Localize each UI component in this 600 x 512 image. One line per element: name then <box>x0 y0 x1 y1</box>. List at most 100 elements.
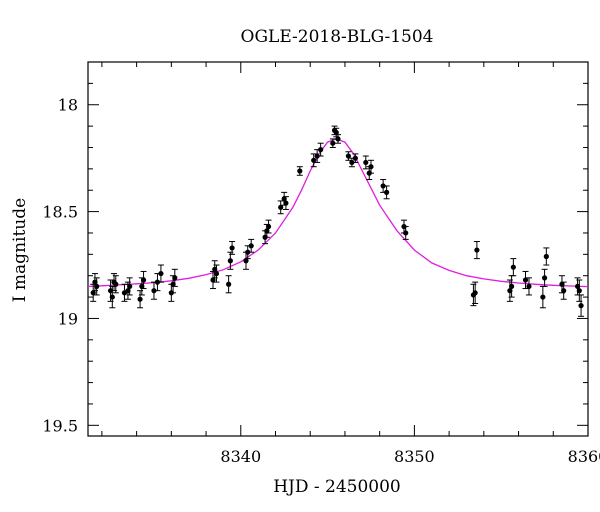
data-point <box>560 281 567 300</box>
data-marker <box>151 288 157 294</box>
data-marker <box>526 283 532 289</box>
data-marker <box>522 277 529 283</box>
data-point <box>508 275 515 298</box>
data-point <box>402 226 409 240</box>
model-layer <box>87 138 589 288</box>
data-marker <box>248 243 254 249</box>
data-marker <box>363 159 369 166</box>
data-marker <box>210 277 216 283</box>
model-curve <box>87 138 589 288</box>
data-point <box>510 258 517 277</box>
data-point <box>345 151 352 161</box>
data-point <box>213 264 220 283</box>
y-tick-label: 18 <box>58 96 78 115</box>
data-marker <box>283 200 289 206</box>
data-marker <box>113 281 119 287</box>
data-marker <box>109 294 115 300</box>
data-point <box>329 138 336 148</box>
x-tick-label: 8360 <box>568 447 600 466</box>
data-marker <box>226 281 232 287</box>
data-point <box>473 241 480 260</box>
data-marker <box>380 183 386 189</box>
y-tick-label: 18.5 <box>42 203 78 222</box>
data-marker <box>172 275 178 281</box>
data-point <box>335 134 341 144</box>
data-marker <box>245 249 251 255</box>
data-marker <box>140 277 147 283</box>
y-axis-label: I magnitude <box>10 198 30 302</box>
data-point <box>126 277 133 296</box>
data-marker <box>94 283 100 289</box>
data-point <box>229 241 236 255</box>
data-marker <box>543 253 549 260</box>
data-point <box>541 268 548 287</box>
data-marker <box>540 294 546 300</box>
data-point <box>137 290 144 309</box>
data-marker <box>297 168 303 174</box>
data-point <box>93 277 100 296</box>
data-point <box>383 185 390 200</box>
data-marker <box>311 157 317 163</box>
chart-title: OGLE-2018-BLG-1504 <box>241 27 434 47</box>
data-point <box>539 285 546 309</box>
data-marker <box>345 153 352 159</box>
data-point <box>348 157 355 168</box>
data-marker <box>509 283 515 289</box>
data-point <box>265 219 272 234</box>
data-point <box>525 277 532 296</box>
y-tick-label: 19 <box>58 309 78 328</box>
data-marker <box>229 245 235 251</box>
data-marker <box>265 223 272 230</box>
data-point <box>154 273 161 292</box>
data-marker <box>330 140 336 146</box>
data-marker <box>127 283 133 289</box>
x-tick-label: 8350 <box>394 447 435 466</box>
data-marker <box>403 230 409 236</box>
data-marker <box>158 270 164 277</box>
data-marker <box>561 288 567 294</box>
x-axis-label: HJD - 2450000 <box>273 477 401 497</box>
data-marker <box>576 288 582 294</box>
data-point <box>277 200 284 215</box>
data-marker <box>578 303 584 309</box>
data-point <box>314 149 321 163</box>
plot-frame <box>87 61 589 437</box>
data-marker <box>333 129 339 136</box>
data-point <box>171 268 178 287</box>
data-point <box>112 275 119 294</box>
data-marker <box>352 155 358 161</box>
data-marker <box>318 147 324 153</box>
data-marker <box>213 270 220 277</box>
data-marker <box>335 136 341 142</box>
data-point <box>367 159 374 174</box>
data-marker <box>243 258 249 264</box>
data-marker <box>510 264 516 270</box>
data-point <box>296 166 303 176</box>
data-point <box>140 270 147 290</box>
data-marker <box>384 189 390 195</box>
y-tick-label: 19.5 <box>42 416 78 435</box>
data-point <box>472 281 479 304</box>
data-marker <box>154 279 161 285</box>
data-point <box>362 155 369 170</box>
data-point <box>543 247 550 266</box>
data-marker <box>472 290 478 296</box>
data-point <box>248 238 255 253</box>
data-point <box>578 294 585 317</box>
ticks-layer: 8340 8350 8360 18 18.5 19 19.5 <box>42 61 600 466</box>
data-marker <box>349 159 355 166</box>
data-marker <box>90 290 96 296</box>
data-point <box>352 153 359 163</box>
data-marker <box>227 258 233 264</box>
data-point <box>244 245 251 260</box>
data-marker <box>137 296 143 302</box>
data-marker <box>278 204 284 210</box>
data-point <box>317 142 324 157</box>
data-point <box>225 275 232 294</box>
data-point <box>380 179 387 193</box>
data-marker <box>368 164 374 170</box>
points-layer <box>90 125 585 317</box>
data-marker <box>314 153 320 159</box>
data-marker <box>541 275 548 281</box>
